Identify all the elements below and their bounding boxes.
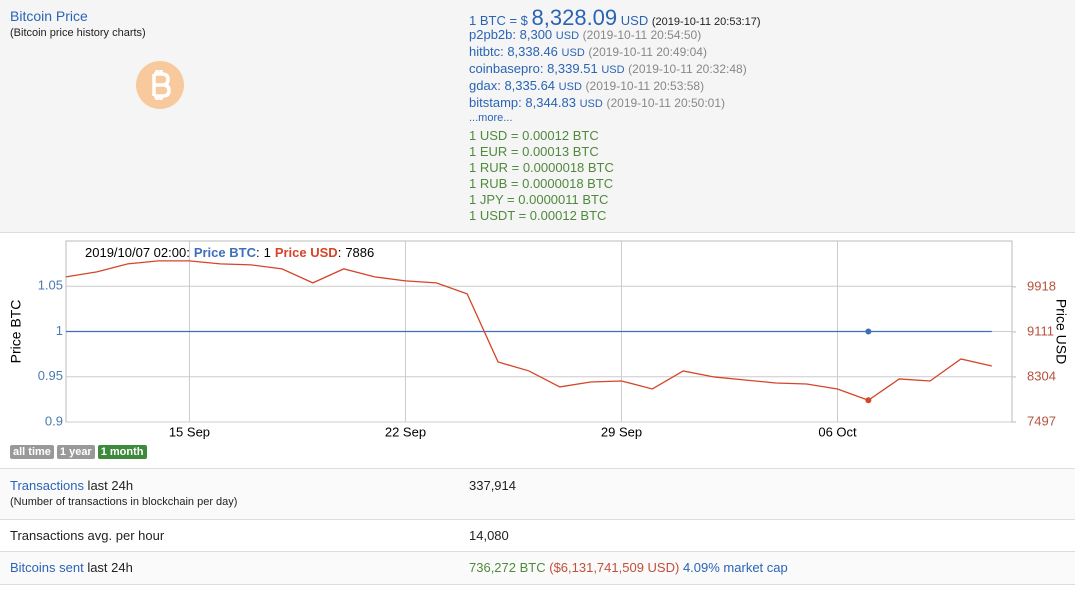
range-buttons: all time 1 year 1 month [10, 443, 150, 459]
stat-value: 14,080 [469, 528, 509, 543]
more-link[interactable]: ...more... [469, 112, 513, 124]
subtitle: (Bitcoin price history charts) [10, 27, 146, 39]
tooltip-sep: : [338, 245, 342, 260]
y-axis-title: Price BTC [8, 300, 24, 364]
stat-label: last 24h [83, 478, 134, 493]
exchange-name[interactable]: gdax: [469, 78, 501, 93]
tooltip-sep: : [256, 245, 260, 260]
exchange-row: hitbtc: 8,338.46 USD (2019-10-11 20:49:0… [469, 44, 707, 59]
stats-row: Bitcoins sent last 24h 736,272 BTC ($6,1… [0, 552, 1075, 585]
exchange-price: 8,335.64 [504, 78, 556, 93]
stats-row: Transactions last 24h (Number of transac… [0, 468, 1075, 520]
conversion: 1 EUR = 0.00013 BTC [469, 144, 599, 159]
exchange-time: (2019-10-11 20:53:58) [585, 79, 705, 93]
title-link[interactable]: Bitcoin Price [10, 8, 88, 24]
conversion: 1 USD = 0.00012 BTC [469, 128, 599, 143]
tooltip-series: Price BTC [194, 245, 257, 260]
stat-note: (Number of transactions in blockchain pe… [10, 496, 238, 508]
stat-value: 736,272 BTC [469, 560, 546, 575]
price-time: (2019-10-11 20:53:17) [651, 16, 761, 28]
chart: 0.9 0.95 1 1.05 7497 8304 9111 9918 15 Sep 22 Sep… [8, 240, 1069, 439]
conversion: 1 USDT = 0.00012 BTC [469, 208, 607, 223]
exchange-unit: USD [561, 47, 585, 59]
y-tick-label: 1.05 [38, 278, 63, 293]
conversion: 1 RUB = 0.0000018 BTC [469, 176, 614, 191]
exchange-row: gdax: 8,335.64 USD (2019-10-11 20:53:58) [469, 78, 704, 93]
price-prefix: 1 BTC = $ [469, 13, 528, 28]
exchange-name[interactable]: hitbtc: [469, 44, 504, 59]
hover-point [865, 397, 872, 404]
y-tick-label: 0.95 [38, 368, 63, 383]
exchange-price: 8,339.51 [547, 61, 598, 76]
stats-row: Transactions avg. per hour 14,080 [0, 519, 1075, 552]
line-series [65, 260, 992, 402]
exchange-name[interactable]: bitstamp: [469, 95, 522, 110]
y-tick-label: 1 [56, 323, 63, 338]
exchange-row: p2pb2b: 8,300 USD (2019-10-11 20:54:50) [469, 27, 701, 42]
tooltip-value: 1 [264, 245, 271, 260]
tooltip-time: 2019/10/07 02:00: [85, 245, 190, 260]
exchange-unit: USD [579, 98, 603, 110]
x-tick-label: 15 Sep [169, 424, 210, 439]
stat-link[interactable]: Bitcoins sent [10, 560, 84, 575]
range-button[interactable]: all time [10, 445, 54, 459]
header-panel: Bitcoin Price (Bitcoin price history cha… [0, 0, 1075, 233]
exchange-price: 8,300 [519, 27, 553, 42]
exchange-price: 8,344.83 [525, 95, 576, 110]
y-tick-label: 0.9 [45, 413, 63, 428]
price-unit: USD [620, 13, 649, 28]
tooltip-value: 7886 [345, 245, 374, 260]
exchange-unit: USD [555, 30, 580, 42]
stat-market-cap: 4.09% market cap [682, 560, 788, 575]
y2-tick-label: 7497 [1027, 413, 1056, 428]
exchange-unit: USD [558, 81, 582, 93]
exchange-time: (2019-10-11 20:49:04) [588, 45, 707, 59]
hover-point [865, 328, 872, 335]
exchange-time: (2019-10-11 20:50:01) [606, 96, 725, 110]
stat-link[interactable]: Transactions [10, 478, 84, 493]
x-tick-label: 29 Sep [601, 424, 642, 439]
stat-label: Transactions avg. per hour [10, 528, 165, 543]
range-button[interactable]: 1 year [56, 445, 95, 459]
y2-tick-label: 9111 [1027, 323, 1054, 338]
exchange-time: (2019-10-11 20:54:50) [582, 28, 702, 42]
y2-tick-label: 8304 [1027, 368, 1056, 383]
x-tick-label: 06 Oct [818, 424, 857, 439]
conversion: 1 JPY = 0.0000011 BTC [469, 192, 609, 207]
bitcoin-icon [136, 61, 184, 109]
exchange-name[interactable]: p2pb2b: [469, 27, 516, 42]
y2-axis-title: Price USD [1053, 299, 1069, 364]
conversion: 1 RUR = 0.0000018 BTC [469, 160, 614, 175]
stat-label: last 24h [83, 560, 133, 575]
exchange-row: coinbasepro: 8,339.51 USD (2019-10-11 20… [469, 61, 747, 76]
exchange-time: (2019-10-11 20:32:48) [628, 62, 747, 76]
y2-tick-label: 9918 [1027, 278, 1056, 293]
price-value: 8,328.09 [531, 5, 618, 30]
range-button[interactable]: 1 month [97, 445, 147, 459]
exchange-row: bitstamp: 8,344.83 USD (2019-10-11 20:50… [469, 95, 725, 110]
stat-value-usd: ($6,131,741,509 USD) [549, 560, 680, 575]
tooltip-series: Price USD [275, 245, 338, 260]
exchange-unit: USD [601, 64, 625, 76]
x-tick-label: 22 Sep [385, 424, 426, 439]
exchange-name[interactable]: coinbasepro: [469, 61, 544, 76]
main-price: 1 BTC = $ 8,328.09 USD (2019-10-11 20:53… [469, 5, 761, 31]
exchange-price: 8,338.46 [507, 44, 558, 59]
tooltip: 2019/10/07 02:00: Price BTC: 1 Price USD: 78… [85, 245, 374, 260]
stat-value: 337,914 [469, 478, 516, 493]
